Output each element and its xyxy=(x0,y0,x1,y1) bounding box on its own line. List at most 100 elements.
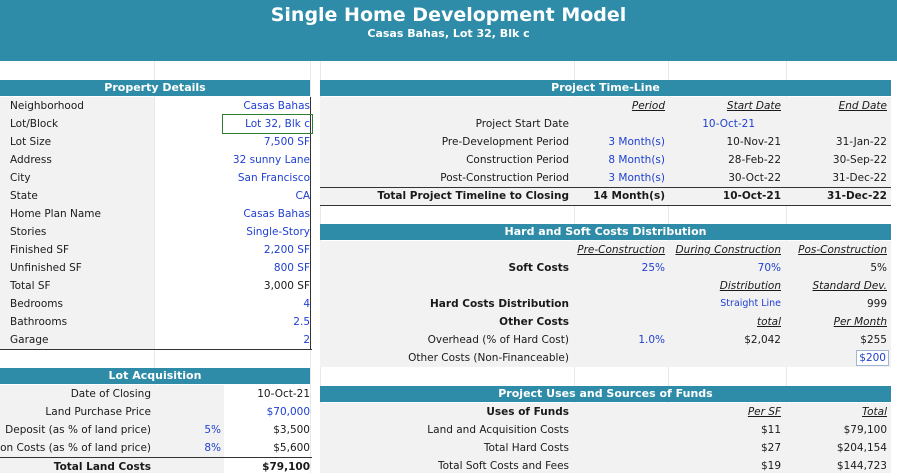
deposit-pct-value[interactable]: 5% xyxy=(204,424,221,436)
uses-row-soft: Total Soft Costs and Fees $19 $144,723 xyxy=(320,457,891,475)
row-label: Total Soft Costs and Fees xyxy=(437,460,569,472)
row-label: Hard Costs Distribution xyxy=(430,298,569,310)
uses-of-funds-label: Uses of Funds xyxy=(486,406,569,418)
postconstruction-start-value: 30-Oct-22 xyxy=(728,172,781,184)
uses-column-headers: Uses of Funds Per SF Total xyxy=(320,403,891,421)
property-row-address: Address 32 sunny Lane xyxy=(0,151,312,169)
row-label: Total Project Timeline to Closing xyxy=(377,190,569,202)
row-label: Total SF xyxy=(10,280,51,292)
acquisition-row-closing-costs: on Costs (as % of land price) 8% $5,600 xyxy=(0,439,312,457)
acquisition-row-price: Land Purchase Price $70,000 xyxy=(0,403,312,421)
acquisition-label-panel xyxy=(0,385,224,473)
acquisition-row-deposit: Deposit (as % of land price) 5% $3,500 xyxy=(0,421,312,439)
row-label: Total Hard Costs xyxy=(483,442,569,454)
soft-costs-row: Soft Costs 25% 70% 5% xyxy=(320,259,891,277)
total-period-value: 14 Month(s) xyxy=(593,190,665,202)
total-sf-value: 3,000 SF xyxy=(263,280,310,292)
unfinished-sf-value[interactable]: 800 SF xyxy=(273,262,310,274)
bathrooms-value[interactable]: 2.5 xyxy=(293,316,310,328)
costs-panel xyxy=(320,241,891,367)
uses-row-land: Land and Acquisition Costs $11 $79,100 xyxy=(320,421,891,439)
row-label: Pre-Development Period xyxy=(441,136,569,148)
timeline-row-postconstruction: Post-Construction Period 3 Month(s) 30-O… xyxy=(320,169,891,187)
overhead-total-value: $2,042 xyxy=(744,334,781,346)
overhead-pct-value[interactable]: 1.0% xyxy=(638,334,665,346)
property-row-home-plan: Home Plan Name Casas Bahas xyxy=(0,205,312,223)
row-label: Stories xyxy=(10,226,47,238)
construction-period-value[interactable]: 8 Month(s) xyxy=(608,154,665,166)
row-label: Garage xyxy=(10,334,49,346)
timeline-header: Project Time-Line xyxy=(320,80,891,96)
land-price-value[interactable]: $70,000 xyxy=(266,406,310,418)
row-label: on Costs (as % of land price) xyxy=(0,442,151,454)
neighborhood-value[interactable]: Casas Bahas xyxy=(243,100,310,112)
property-row-neighborhood: Neighborhood Casas Bahas xyxy=(0,97,312,115)
timeline-column-headers: Period Start Date End Date xyxy=(320,97,891,115)
bedrooms-value[interactable]: 4 xyxy=(303,298,310,310)
timeline-row-construction: Construction Period 8 Month(s) 28-Feb-22… xyxy=(320,151,891,169)
property-row-lot-block: Lot/Block Lot 32, Blk c xyxy=(0,115,312,133)
row-label: Home Plan Name xyxy=(10,208,101,220)
hard-total-value: $204,154 xyxy=(836,442,887,454)
per-sf-header: Per SF xyxy=(747,406,781,418)
end-date-column-header: End Date xyxy=(838,100,887,112)
closing-costs-value: $5,600 xyxy=(273,442,310,454)
distribution-headers: Distribution Standard Dev. xyxy=(320,277,891,295)
construction-end-value: 30-Sep-22 xyxy=(832,154,887,166)
property-bottom-border xyxy=(0,349,312,350)
page-subtitle: Casas Bahas, Lot 32, Blk c xyxy=(367,27,530,40)
state-value[interactable]: CA xyxy=(295,190,310,202)
row-label: State xyxy=(10,190,38,202)
property-row-state: State CA xyxy=(0,187,312,205)
row-label: Date of Closing xyxy=(70,388,151,400)
row-label: Total Land Costs xyxy=(53,461,151,473)
land-persf-value: $11 xyxy=(760,424,781,436)
property-row-total-sf: Total SF 3,000 SF xyxy=(0,277,312,295)
finished-sf-value[interactable]: 2,200 SF xyxy=(263,244,310,256)
postconstruction-end-value: 31-Dec-22 xyxy=(832,172,887,184)
row-label: Lot Size xyxy=(10,136,52,148)
postconstruction-period-value[interactable]: 3 Month(s) xyxy=(608,172,665,184)
selected-cell-outline[interactable] xyxy=(222,114,313,134)
row-label: Address xyxy=(10,154,52,166)
deposit-value: $3,500 xyxy=(273,424,310,436)
noncf-month-value[interactable]: $200 xyxy=(856,350,889,366)
row-label: Neighborhood xyxy=(10,100,84,112)
row-label: Post-Construction Period xyxy=(440,172,569,184)
total-start-value: 10-Oct-21 xyxy=(722,190,781,202)
land-total-value: $79,100 xyxy=(843,424,887,436)
hard-persf-value: $27 xyxy=(760,442,781,454)
per-month-header: Per Month xyxy=(833,316,887,328)
lot-size-value[interactable]: 7,500 SF xyxy=(263,136,310,148)
garage-value[interactable]: 2 xyxy=(303,334,310,346)
row-label: Project Start Date xyxy=(475,118,569,130)
distribution-header: Distribution xyxy=(719,280,781,292)
other-costs-row: Other Costs total Per Month xyxy=(320,313,891,331)
address-value[interactable]: 32 sunny Lane xyxy=(232,154,310,166)
row-label: Soft Costs xyxy=(508,262,569,274)
closing-costs-pct-value[interactable]: 8% xyxy=(204,442,221,454)
project-start-date-value[interactable]: 10-Oct-21 xyxy=(702,118,755,130)
property-row-stories: Stories Single-Story xyxy=(0,223,312,241)
property-details-header: Property Details xyxy=(0,80,310,96)
soft-pre-value[interactable]: 25% xyxy=(641,262,665,274)
hard-costs-row: Hard Costs Distribution Straight Line 99… xyxy=(320,295,891,313)
title-banner: Single Home Development Model Casas Baha… xyxy=(0,0,897,61)
predevelopment-period-value[interactable]: 3 Month(s) xyxy=(608,136,665,148)
city-value[interactable]: San Francisco xyxy=(237,172,310,184)
costs-distribution-header: Hard and Soft Costs Distribution xyxy=(320,224,891,240)
hard-distribution-value[interactable]: Straight Line xyxy=(720,298,781,309)
row-label: Deposit (as % of land price) xyxy=(5,424,151,436)
soft-during-value[interactable]: 70% xyxy=(757,262,781,274)
home-plan-value[interactable]: Casas Bahas xyxy=(243,208,310,220)
total-header: total xyxy=(756,316,781,328)
lot-block-value[interactable]: Lot 32, Blk c xyxy=(245,118,310,130)
row-label: Other Costs xyxy=(499,316,569,328)
overhead-month-value: $255 xyxy=(860,334,887,346)
property-label-column xyxy=(0,97,154,349)
row-label: Bathrooms xyxy=(10,316,68,328)
acquisition-row-closing: Date of Closing 10-Oct-21 xyxy=(0,385,312,403)
stories-value[interactable]: Single-Story xyxy=(246,226,310,238)
noncf-row: Other Costs (Non-Financeable) $200 xyxy=(320,349,891,367)
during-construction-header: During Construction xyxy=(675,244,782,256)
